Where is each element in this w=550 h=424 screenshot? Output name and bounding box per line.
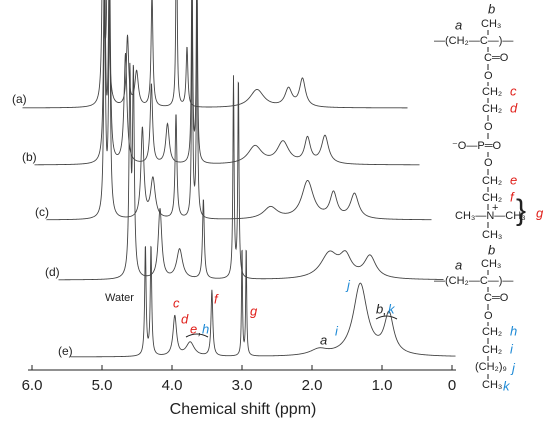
group: —(CH₂—C—)—: [434, 275, 513, 287]
label: d: [510, 100, 518, 115]
spectrum-label: (c): [35, 205, 49, 219]
label: a: [455, 17, 462, 32]
group: CH₂: [482, 103, 502, 115]
annotation: k: [388, 301, 396, 316]
spectrum: [70, 245, 456, 358]
label: k: [503, 378, 511, 393]
annotation: f: [214, 291, 219, 306]
group: CH₂: [482, 344, 502, 356]
spectrum-label: (d): [45, 265, 60, 279]
label: b: [488, 242, 495, 257]
group: CH₃—N—CH₃: [455, 210, 526, 222]
spectrum: [22, 0, 408, 109]
annotation: h: [202, 321, 209, 336]
brace: }: [516, 194, 526, 227]
group: C═O: [484, 52, 509, 64]
group: O: [484, 121, 493, 133]
x-tick-label: 5.0: [92, 377, 113, 394]
group: O: [484, 157, 493, 169]
annotation: Water: [105, 292, 134, 304]
x-axis-label: Chemical shift (ppm): [170, 401, 317, 418]
group: (CH₂)₉: [475, 361, 507, 373]
annotation: ,: [198, 322, 202, 337]
label: a: [455, 257, 462, 272]
label: g: [536, 205, 544, 220]
annotation: b: [376, 301, 383, 316]
annotation: a: [320, 332, 327, 347]
group: —(CH₂—C—)—: [434, 35, 513, 47]
group: C═O: [484, 292, 509, 304]
annotation: e: [190, 321, 197, 336]
annotation: d: [181, 311, 189, 326]
label: i: [510, 341, 514, 356]
group: CH₃: [482, 229, 502, 241]
group: CH₂: [482, 192, 502, 204]
group: CH₃: [481, 258, 501, 270]
label: j: [510, 360, 516, 375]
x-tick-label: 1.0: [372, 377, 393, 394]
x-tick-label: 4.0: [162, 377, 183, 394]
label: c: [510, 83, 517, 98]
x-tick-label: 3.0: [232, 377, 253, 394]
x-tick-label: 0: [448, 377, 456, 394]
charge: +: [492, 202, 498, 214]
annotation: i: [335, 323, 339, 338]
brace-eh: [185, 333, 209, 338]
annotation: ,: [383, 302, 387, 317]
spectrum: [46, 0, 432, 221]
spectrum-label: (b): [22, 150, 37, 164]
spectrum-label: (e): [58, 344, 73, 358]
spectrum: [58, 62, 444, 281]
annotation: j: [345, 277, 351, 292]
structure-top: b CH₃ a —(CH₂—C—)— C═O O CH₂ c CH₂ d O ⁻…: [434, 1, 544, 240]
group: CH₂: [482, 175, 502, 187]
label: h: [510, 323, 517, 338]
x-tick-label: 2.0: [302, 377, 323, 394]
group: O: [484, 70, 493, 82]
label: f: [510, 189, 515, 204]
group: ⁻O—P═O: [452, 140, 501, 152]
group: CH₂: [482, 326, 502, 338]
x-tick-label: 6.0: [22, 377, 43, 394]
group: CH₃: [482, 379, 502, 391]
annotation: c: [173, 295, 180, 310]
group: CH₃: [481, 18, 501, 30]
label: b: [488, 1, 495, 16]
spectrum: [34, 0, 420, 166]
group: O: [484, 310, 493, 322]
structure-bottom: b CH₃ a —(CH₂—C—)— C═O O CH₂ h CH₂ i (CH…: [434, 242, 517, 393]
label: e: [510, 172, 517, 187]
group: CH₂: [482, 86, 502, 98]
spectrum-label: (a): [12, 92, 27, 106]
annotation: g: [250, 303, 258, 318]
